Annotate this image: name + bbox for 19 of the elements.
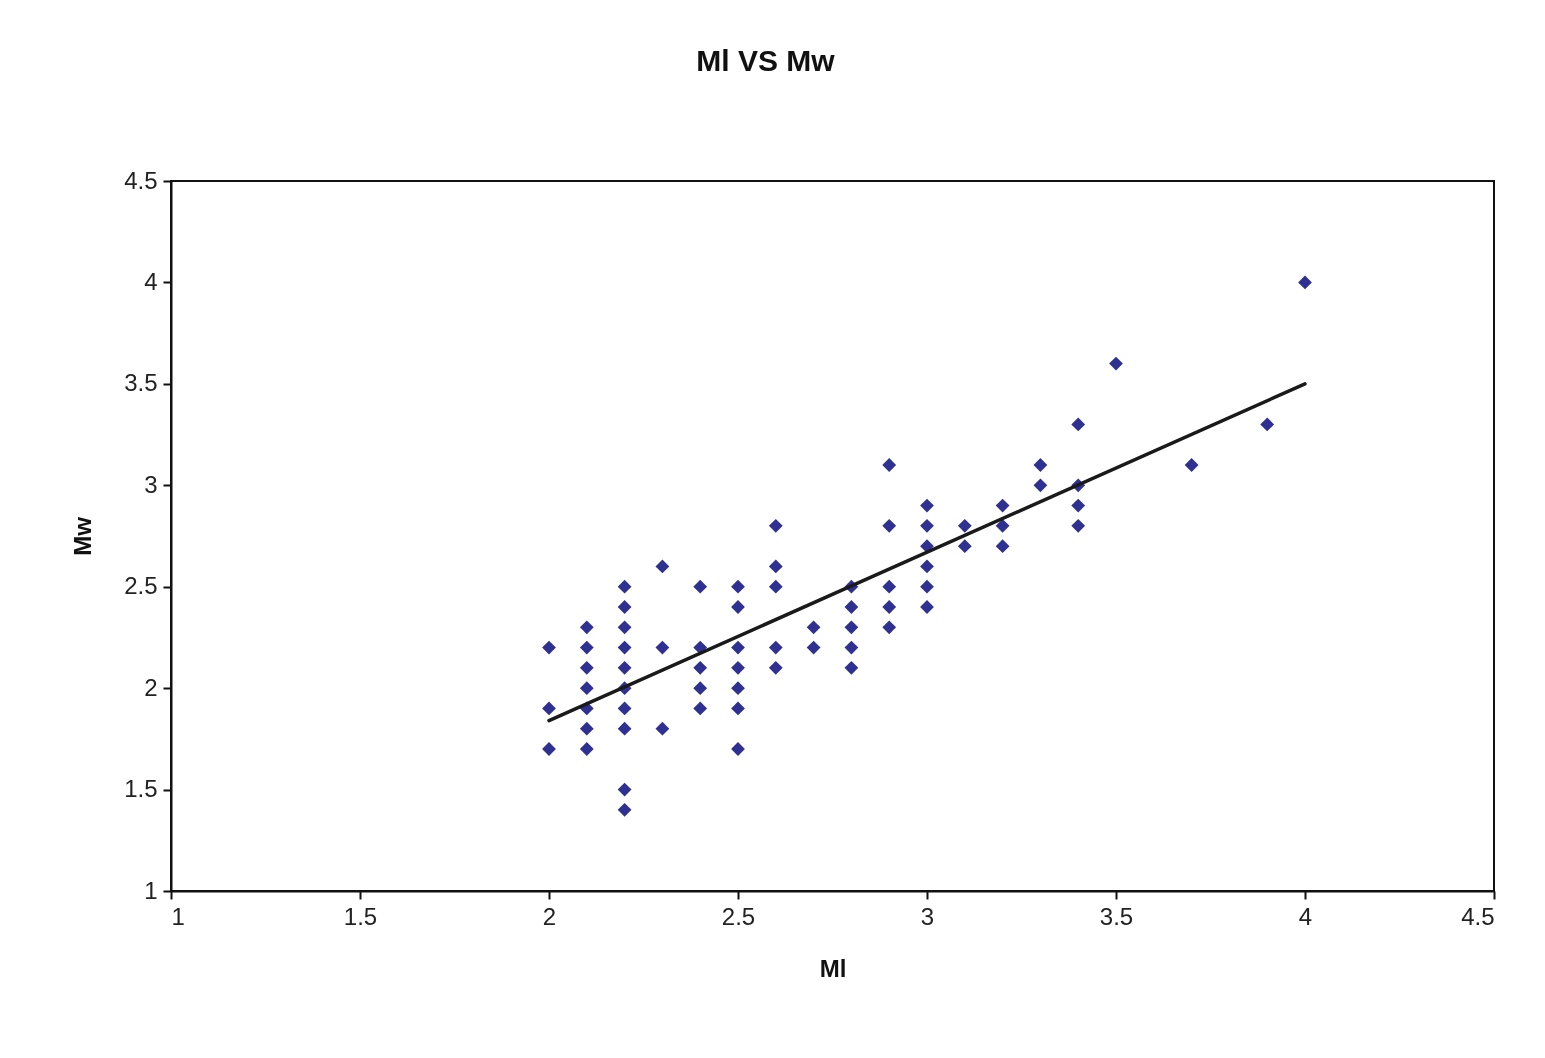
chart-title: Ml VS Mw (696, 44, 836, 77)
y-tick-label: 3.5 (124, 369, 158, 397)
y-axis-title: Mw (69, 516, 97, 556)
x-tick-label: 3.5 (1099, 902, 1134, 930)
y-tick-label: 1.5 (124, 775, 158, 803)
x-tick-label: 3 (920, 902, 935, 930)
x-tick-label: 4 (1298, 902, 1313, 930)
x-tick-label: 2.5 (721, 902, 756, 930)
x-tick-label: 2 (542, 902, 557, 930)
y-tick-label: 3 (144, 470, 158, 498)
x-axis-title: Ml (819, 954, 847, 982)
x-tick-label: 1 (171, 902, 185, 930)
y-tick-label: 2 (144, 673, 158, 701)
y-tick-label: 4.5 (124, 166, 158, 194)
y-tick-label: 4 (144, 267, 158, 295)
x-tick-label: 1.5 (343, 902, 378, 930)
y-tick-label: 1 (144, 876, 158, 904)
x-tick-label: 4.5 (1461, 902, 1495, 930)
y-tick-label: 2.5 (124, 572, 158, 600)
